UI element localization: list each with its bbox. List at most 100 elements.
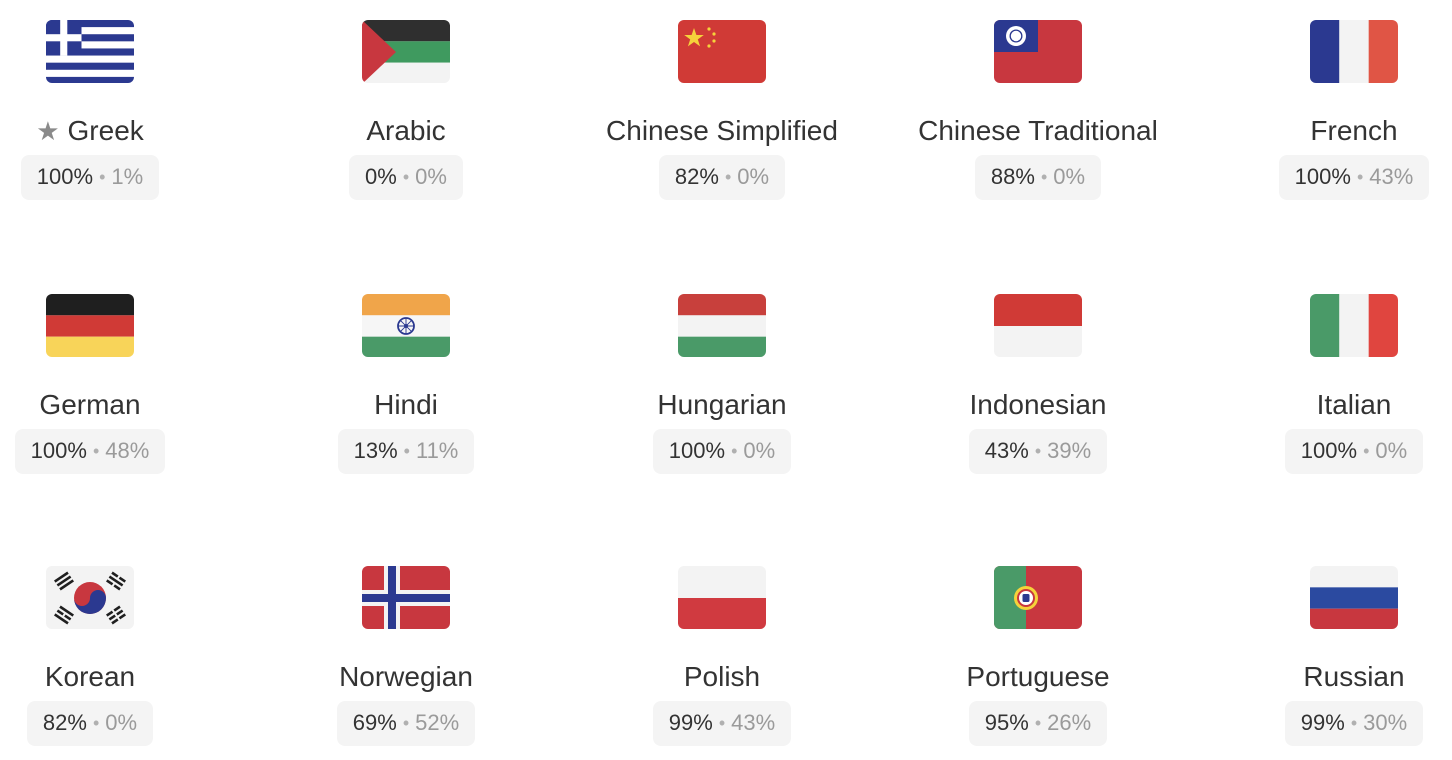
language-card-french[interactable]: French 100% • 43%	[1196, 0, 1452, 200]
reviewed-percent: 26%	[1047, 710, 1092, 736]
translated-percent: 82%	[674, 164, 719, 190]
language-card-arabic[interactable]: Arabic 0% • 0%	[248, 0, 564, 200]
progress-badge: 100% • 0%	[1284, 428, 1424, 474]
separator-dot: •	[92, 440, 100, 461]
language-name: Hungarian	[657, 388, 787, 420]
progress-badge: 99% • 43%	[652, 700, 792, 746]
language-name: Indonesian	[969, 388, 1107, 420]
language-name: Polish	[683, 660, 761, 692]
translated-percent: 43%	[984, 438, 1029, 464]
reviewed-percent: 0%	[1053, 164, 1086, 190]
language-name: Hindi	[374, 388, 438, 420]
translated-percent: 82%	[42, 710, 87, 736]
language-name: German	[39, 388, 141, 420]
progress-badge: 100% • 43%	[1278, 154, 1430, 200]
separator-dot: •	[1350, 712, 1358, 733]
reviewed-percent: 30%	[1363, 710, 1408, 736]
language-card-greek[interactable]: ★ Greek 100% • 1%	[0, 0, 248, 200]
language-name: Greek	[67, 114, 144, 146]
language-card-indonesian[interactable]: Indonesian 43% • 39%	[880, 274, 1196, 474]
reviewed-percent: 43%	[731, 710, 776, 736]
russia-flag-icon	[1310, 566, 1398, 629]
star-icon: ★	[36, 115, 60, 146]
separator-dot: •	[731, 440, 738, 461]
translated-percent: 100%	[30, 438, 87, 464]
reviewed-percent: 48%	[105, 438, 150, 464]
reviewed-percent: 0%	[1375, 438, 1408, 464]
progress-badge: 0% • 0%	[349, 154, 463, 200]
language-card-portuguese[interactable]: Portuguese 95% • 26%	[880, 546, 1196, 746]
indonesia-flag-icon	[994, 294, 1082, 357]
language-name: Italian	[1316, 388, 1392, 420]
language-card-hungarian[interactable]: Hungarian 100% • 0%	[564, 274, 880, 474]
reviewed-percent: 0%	[743, 438, 776, 464]
language-name: Portuguese	[966, 660, 1110, 692]
germany-flag-icon	[46, 294, 134, 357]
progress-badge: 88% • 0%	[974, 154, 1102, 200]
progress-badge: 95% • 26%	[968, 700, 1108, 746]
translated-percent: 69%	[352, 710, 397, 736]
hungary-flag-icon	[678, 294, 766, 357]
separator-dot: •	[402, 166, 410, 187]
india-flag-icon	[362, 294, 450, 357]
france-flag-icon	[1310, 20, 1398, 83]
translated-percent: 88%	[990, 164, 1035, 190]
translated-percent: 13%	[353, 438, 398, 464]
language-name: Chinese Traditional	[918, 114, 1158, 146]
progress-badge: 82% • 0%	[26, 700, 154, 746]
language-card-chinese-traditional[interactable]: Chinese Traditional 88% • 0%	[880, 0, 1196, 200]
poland-flag-icon	[678, 566, 766, 629]
progress-badge: 100% • 0%	[652, 428, 792, 474]
separator-dot: •	[402, 712, 410, 733]
progress-badge: 100% • 48%	[14, 428, 166, 474]
reviewed-percent: 52%	[415, 710, 460, 736]
separator-dot: •	[92, 712, 100, 733]
norway-flag-icon	[362, 566, 450, 629]
reviewed-percent: 39%	[1047, 438, 1092, 464]
language-card-polish[interactable]: Polish 99% • 43%	[564, 546, 880, 746]
translated-percent: 99%	[1300, 710, 1345, 736]
translated-percent: 99%	[668, 710, 713, 736]
separator-dot: •	[1356, 166, 1364, 187]
translated-percent: 100%	[1300, 438, 1358, 464]
portugal-flag-icon	[994, 566, 1082, 629]
translated-percent: 100%	[36, 164, 94, 190]
language-card-chinese-simplified[interactable]: Chinese Simplified 82% • 0%	[564, 0, 880, 200]
language-name: Arabic	[366, 114, 446, 146]
separator-dot: •	[718, 712, 726, 733]
palestine-flag-icon	[362, 20, 450, 83]
south-korea-flag-icon	[46, 566, 134, 629]
translated-percent: 95%	[984, 710, 1029, 736]
reviewed-percent: 11%	[415, 438, 459, 464]
language-name: French	[1310, 114, 1398, 146]
greece-flag-icon	[46, 20, 134, 83]
separator-dot: •	[1040, 166, 1048, 187]
progress-badge: 43% • 39%	[968, 428, 1108, 474]
language-name: Chinese Simplified	[606, 114, 838, 146]
reviewed-percent: 0%	[105, 710, 138, 736]
language-card-german[interactable]: German 100% • 48%	[0, 274, 248, 474]
language-card-korean[interactable]: Korean 82% • 0%	[0, 546, 248, 746]
separator-dot: •	[724, 166, 732, 187]
separator-dot: •	[1034, 440, 1042, 461]
reviewed-percent: 1%	[111, 164, 144, 190]
language-card-hindi[interactable]: Hindi 13% • 11%	[248, 274, 564, 474]
china-flag-icon	[678, 20, 766, 83]
language-name: Norwegian	[339, 660, 473, 692]
translated-percent: 100%	[668, 438, 726, 464]
separator-dot: •	[403, 440, 410, 461]
translated-percent: 100%	[1294, 164, 1351, 190]
progress-badge: 13% • 11%	[337, 428, 475, 474]
language-card-russian[interactable]: Russian 99% • 30%	[1196, 546, 1452, 746]
language-card-norwegian[interactable]: Norwegian 69% • 52%	[248, 546, 564, 746]
progress-badge: 99% • 30%	[1284, 700, 1424, 746]
italy-flag-icon	[1310, 294, 1398, 357]
translated-percent: 0%	[365, 164, 397, 190]
language-name: Korean	[44, 660, 136, 692]
language-card-italian[interactable]: Italian 100% • 0%	[1196, 274, 1452, 474]
progress-badge: 69% • 52%	[336, 700, 476, 746]
separator-dot: •	[1363, 440, 1370, 461]
reviewed-percent: 0%	[737, 164, 770, 190]
separator-dot: •	[1034, 712, 1042, 733]
